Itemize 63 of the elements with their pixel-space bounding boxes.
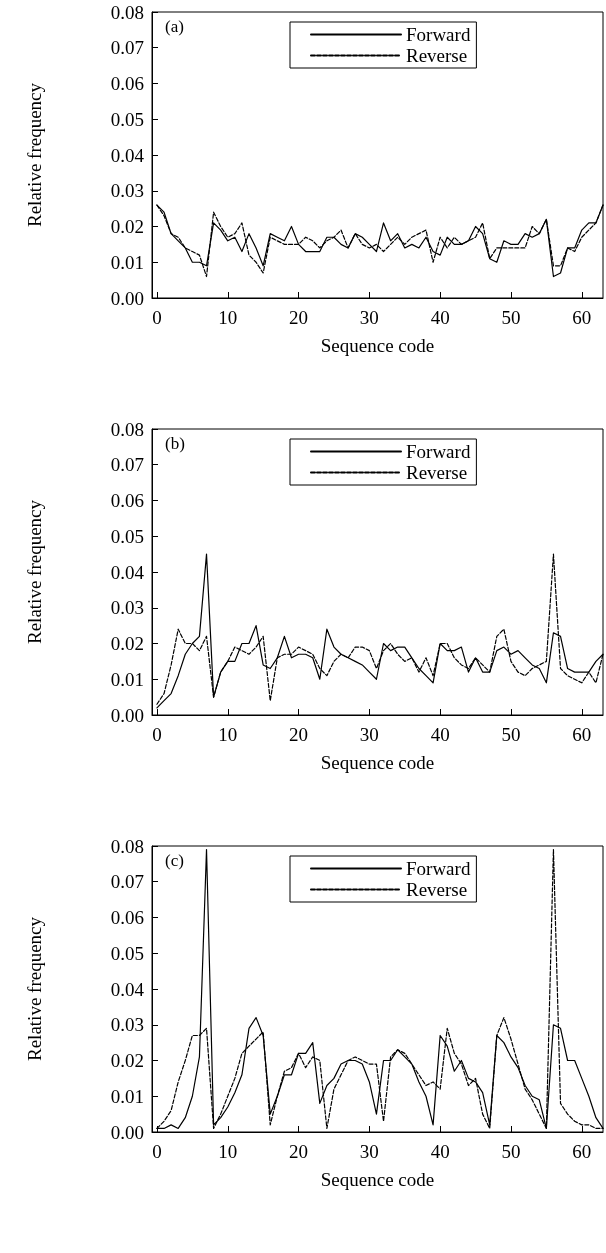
x-tick-label: 50 xyxy=(501,307,521,328)
x-tick-label: 10 xyxy=(218,724,238,745)
x-axis-title: Sequence code xyxy=(320,1169,435,1190)
x-tick-label: 20 xyxy=(289,307,309,328)
y-tick-label: 0.01 xyxy=(110,668,144,690)
y-tick-label: 0.03 xyxy=(110,1014,144,1036)
y-tick-label: 0.04 xyxy=(110,144,145,166)
x-tick-label: 60 xyxy=(572,307,592,328)
y-tick-label: 0.08 xyxy=(110,1,144,23)
x-tick-label: 40 xyxy=(430,1141,450,1162)
y-tick-label: 0.07 xyxy=(110,454,144,476)
y-tick-label: 0.06 xyxy=(110,490,144,511)
x-tick-label: 50 xyxy=(501,724,521,745)
x-tick-label: 30 xyxy=(359,724,379,745)
y-tick-label: 0.05 xyxy=(110,942,144,964)
legend-label: Forward xyxy=(406,858,471,879)
y-tick-label: 0.00 xyxy=(110,704,144,726)
x-tick-label: 10 xyxy=(218,1141,238,1162)
x-tick-label: 30 xyxy=(359,1141,379,1162)
y-tick-label: 0.02 xyxy=(110,1050,144,1071)
y-tick-label: 0.04 xyxy=(110,978,145,1000)
x-tick-label: 0 xyxy=(152,724,162,745)
y-tick-label: 0.01 xyxy=(110,1085,144,1107)
x-tick-label: 60 xyxy=(572,1141,592,1162)
x-tick-label: 0 xyxy=(152,307,162,328)
x-tick-label: 50 xyxy=(501,1141,521,1162)
x-tick-label: 10 xyxy=(218,307,238,328)
legend-label: Reverse xyxy=(406,879,468,900)
annotation: (a) xyxy=(165,17,184,36)
annotation: (b) xyxy=(165,434,185,453)
y-axis-title: Relative frequency xyxy=(24,916,45,1062)
y-tick-label: 0.07 xyxy=(110,871,144,893)
y-tick-label: 0.05 xyxy=(110,525,144,547)
y-tick-label: 0.05 xyxy=(110,108,144,130)
y-tick-label: 0.02 xyxy=(110,633,144,654)
x-tick-label: 60 xyxy=(572,724,592,745)
legend-label: Reverse xyxy=(406,45,468,66)
y-tick-label: 0.03 xyxy=(110,180,144,202)
y-tick-label: 0.02 xyxy=(110,216,144,237)
x-tick-label: 20 xyxy=(289,1141,309,1162)
y-tick-label: 0.08 xyxy=(110,418,144,440)
y-axis-title: Relative frequency xyxy=(24,499,45,645)
y-tick-label: 0.03 xyxy=(110,597,144,619)
y-axis-title: Relative frequency xyxy=(24,82,45,228)
y-tick-label: 0.07 xyxy=(110,37,144,59)
y-tick-label: 0.01 xyxy=(110,251,144,273)
legend-label: Reverse xyxy=(406,462,468,483)
x-tick-label: 0 xyxy=(152,1141,162,1162)
y-tick-label: 0.04 xyxy=(110,561,145,583)
legend-label: Forward xyxy=(406,24,471,45)
y-tick-label: 0.06 xyxy=(110,73,144,94)
annotation: (c) xyxy=(165,851,184,870)
legend-label: Forward xyxy=(406,441,471,462)
x-tick-label: 40 xyxy=(430,724,450,745)
x-axis-title: Sequence code xyxy=(320,752,435,773)
y-tick-label: 0.08 xyxy=(110,835,144,857)
x-axis-title: Sequence code xyxy=(320,335,435,356)
y-tick-label: 0.00 xyxy=(110,1121,144,1143)
x-tick-label: 20 xyxy=(289,724,309,745)
y-tick-label: 0.06 xyxy=(110,907,144,928)
x-tick-label: 40 xyxy=(430,307,450,328)
x-tick-label: 30 xyxy=(359,307,379,328)
y-tick-label: 0.00 xyxy=(110,287,144,309)
